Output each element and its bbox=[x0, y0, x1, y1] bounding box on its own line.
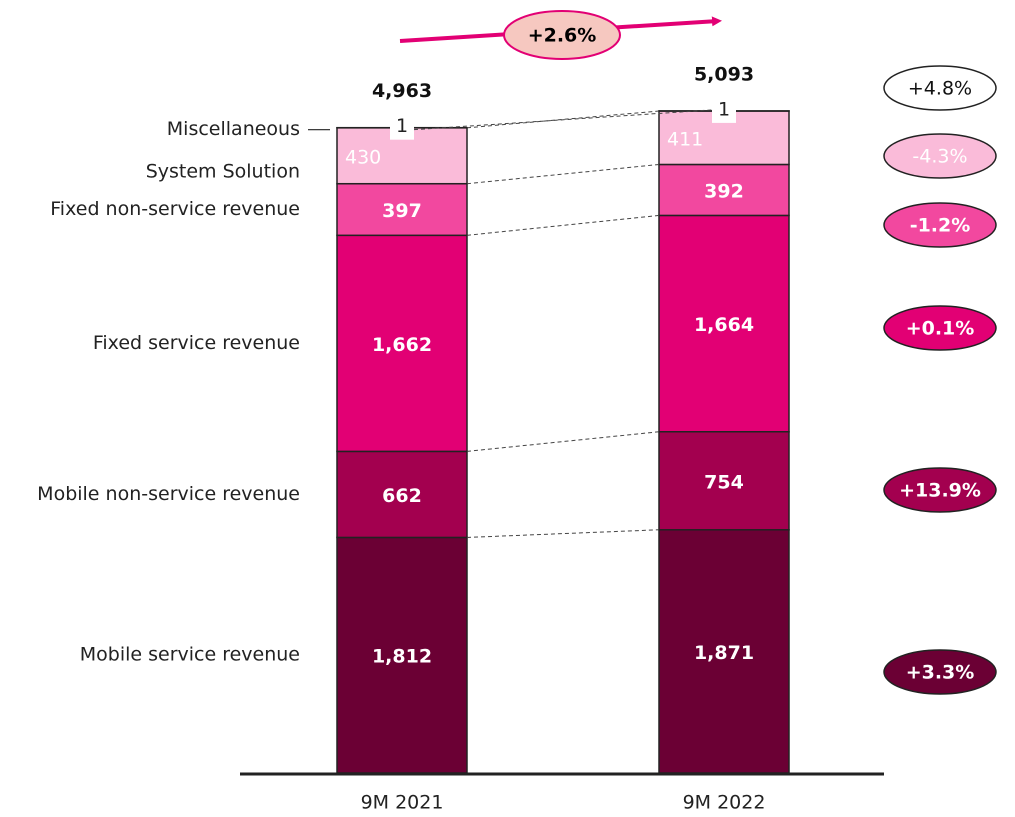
x-tick-label: 9M 2021 bbox=[361, 792, 444, 814]
total-label: 4,963 bbox=[372, 80, 432, 102]
change-label: -1.2% bbox=[910, 215, 971, 237]
connector bbox=[466, 431, 660, 452]
series-label: Miscellaneous bbox=[167, 118, 300, 140]
change-bubble bbox=[883, 202, 997, 248]
data-label: 392 bbox=[704, 180, 744, 202]
change-bubble bbox=[883, 467, 997, 513]
data-label: 1,871 bbox=[694, 642, 754, 664]
x-tick-label: 9M 2022 bbox=[683, 792, 766, 814]
connector bbox=[413, 109, 713, 131]
data-label: 1,812 bbox=[372, 646, 432, 668]
change-label: +13.9% bbox=[899, 480, 981, 502]
data-label: 754 bbox=[704, 471, 744, 493]
change-bubble bbox=[883, 305, 997, 351]
change-label: +3.3% bbox=[906, 662, 975, 684]
growth-label: +2.6% bbox=[528, 25, 597, 47]
connector bbox=[466, 214, 660, 236]
data-label: 430 bbox=[345, 146, 381, 168]
bar-segment bbox=[658, 163, 790, 217]
total-label: 5,093 bbox=[694, 63, 754, 85]
change-label: -4.3% bbox=[912, 146, 967, 168]
series-label: Fixed service revenue bbox=[93, 332, 300, 354]
change-bubble bbox=[883, 649, 997, 695]
bar-segment bbox=[658, 529, 790, 774]
connector bbox=[466, 529, 660, 538]
bar-segment bbox=[336, 536, 468, 774]
data-label: 1,662 bbox=[372, 334, 432, 356]
data-label: 411 bbox=[667, 128, 703, 150]
series-label: Mobile service revenue bbox=[80, 644, 300, 666]
change-label: +4.8% bbox=[908, 78, 972, 100]
bar-segment bbox=[336, 450, 468, 539]
data-label: 397 bbox=[382, 200, 422, 222]
data-label: 1 bbox=[396, 115, 408, 137]
label-box bbox=[712, 96, 736, 123]
series-label: Fixed non-service revenue bbox=[50, 198, 300, 220]
change-bubble bbox=[883, 65, 997, 111]
growth-bubble bbox=[503, 10, 621, 60]
change-bubble bbox=[883, 133, 997, 179]
data-label: 1,664 bbox=[694, 314, 754, 336]
series-label: System Solution bbox=[146, 160, 300, 182]
data-label: 1 bbox=[718, 98, 730, 120]
series-label: Mobile non-service revenue bbox=[37, 483, 300, 505]
bar-segment bbox=[658, 431, 790, 531]
change-label: +0.1% bbox=[906, 318, 975, 340]
connector bbox=[466, 163, 660, 185]
label-box bbox=[390, 113, 414, 140]
data-label: 662 bbox=[382, 485, 422, 507]
